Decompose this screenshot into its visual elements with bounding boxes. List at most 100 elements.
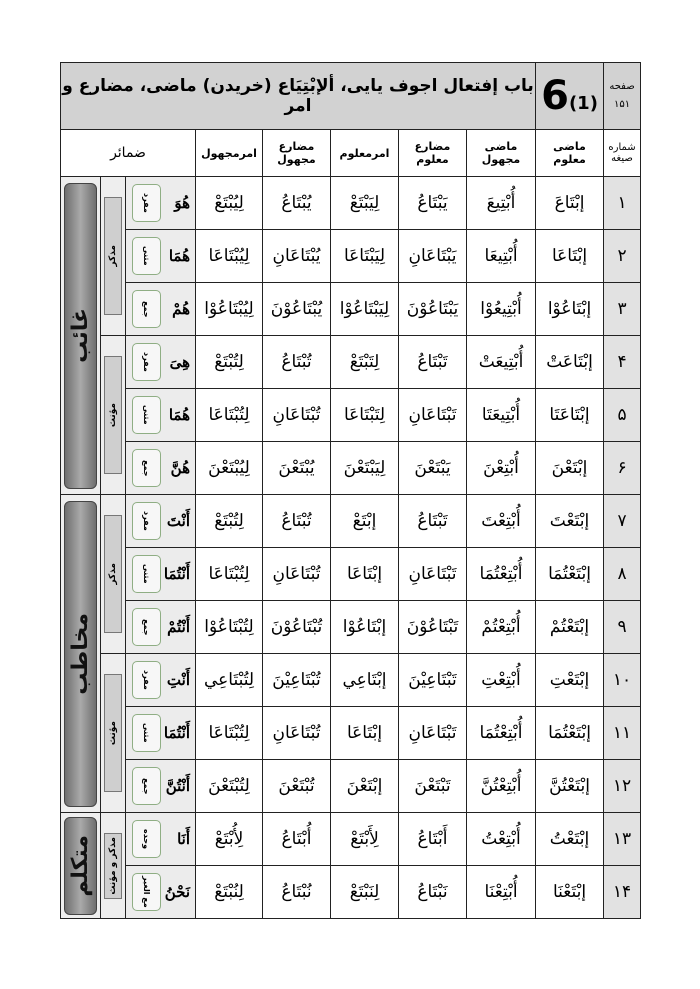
madi-maloom-form: إبْتَعْتُمْ xyxy=(535,600,605,654)
gender-group: مذکر xyxy=(100,494,126,654)
mudari-majhul-form: تُبْتَاعُ xyxy=(262,335,331,389)
person-group: متکلم xyxy=(60,812,101,919)
mudari-majhul-form: يُبْتَاعَانِ xyxy=(262,229,331,283)
count-badge: مفرد xyxy=(132,343,161,381)
madi-maloom-form: إبْتَاعَتْ xyxy=(535,335,605,389)
header-madi-maloom: ماضی معلوم xyxy=(535,129,605,177)
table-row: جمع هُنَّ لِيُبْتَعْنَ يُبْتَعْنَ لِيَبْتَعْ… xyxy=(61,441,642,495)
amr-maloom-form: لِيَبْتَاعُوْا xyxy=(330,282,399,336)
gender-label: مذکر و مؤنث xyxy=(108,836,118,895)
person-label: غائب xyxy=(68,308,93,363)
madi-majhul-form: أُبْتِعْتُمْ xyxy=(465,600,537,654)
pronoun: هِیَ xyxy=(169,353,190,371)
amr-maloom-form: إبْتَاعُوْا xyxy=(330,600,399,654)
mudari-maloom-form: تَبْتَاعَانِ xyxy=(398,547,467,601)
amr-majhul-form: لِأُبْتَعْ xyxy=(195,812,263,866)
amr-maloom-form: إبْتَاعِي xyxy=(330,653,399,707)
count-label: جمع xyxy=(142,300,151,318)
form-number: ۱۴ xyxy=(603,865,642,919)
amr-majhul-form: لِتُبْتَاعَا xyxy=(195,547,263,601)
amr-majhul-form: لِتُبْتَاعَا xyxy=(195,706,263,760)
count-label: جمع xyxy=(142,777,151,795)
pronoun-cell: مثنی هُمَا xyxy=(125,388,196,442)
form-number: ۱۲ xyxy=(603,759,642,813)
form-number: ۴ xyxy=(603,335,642,389)
madi-majhul-form: أُبْتِعْنَ xyxy=(465,441,537,495)
count-label: مفرد xyxy=(142,193,151,213)
gender-label-bar: مؤنث xyxy=(104,356,122,474)
count-badge: مفرد xyxy=(132,502,161,540)
header-madi-majhul: ماضی مجهول xyxy=(465,129,537,177)
form-number: ۶ xyxy=(603,441,642,495)
count-badge: جمع xyxy=(132,449,161,487)
mudari-majhul-form: نُبْتَاعُ xyxy=(262,865,331,919)
pronoun: أَنْتُمَا xyxy=(163,724,190,742)
amr-maloom-form: لِيَبْتَاعَا xyxy=(330,229,399,283)
pronoun: أَنْتُمَا xyxy=(163,565,190,583)
mudari-maloom-form: تَبْتَعْنَ xyxy=(398,759,467,813)
amr-majhul-form: لِيُبْتَعْ xyxy=(195,176,263,230)
madi-maloom-form: إبْتَاعَتَا xyxy=(535,388,605,442)
page-cell: صفحه ۱۵۱ xyxy=(603,62,642,130)
pronoun-cell: مفرد هِیَ xyxy=(125,335,196,389)
madi-maloom-form: إبْتَعْتُ xyxy=(535,812,605,866)
form-number: ۲ xyxy=(603,229,642,283)
table-row: مخاطب مذکر مفرد أَنْتَ لِتُبْتَعْ تُبْتَاعُ إب… xyxy=(60,494,642,813)
form-number: ۱ xyxy=(603,176,642,230)
madi-majhul-form: أُبْتِعْتَ xyxy=(465,494,537,548)
count-label: مثنی xyxy=(142,564,151,584)
gender-label: مذکر xyxy=(108,563,118,585)
pronoun-cell: مثنی أَنْتُمَا xyxy=(125,547,196,601)
gender-group: مذکر xyxy=(100,176,126,336)
madi-maloom-form: إبْتَعْتُمَا xyxy=(535,706,605,760)
mudari-maloom-form: تَبْتَاعُ xyxy=(398,335,467,389)
pronoun: أَنْتُمْ xyxy=(167,618,190,636)
form-number: ۱۱ xyxy=(603,706,642,760)
count-badge: جمع xyxy=(132,608,161,646)
mudari-majhul-form: تُبْتَاعُوْنَ xyxy=(262,600,331,654)
madi-majhul-form: أُبْتِعْتُنَّ xyxy=(465,759,537,813)
amr-maloom-form: لِأَبْتَعْ xyxy=(330,812,399,866)
pronoun-cell: مفرد أَنْتَ xyxy=(125,494,196,548)
mudari-maloom-form: تَبْتَاعُوْنَ xyxy=(398,600,467,654)
madi-majhul-form: أُبْتِعْتُمَا xyxy=(465,706,537,760)
amr-majhul-form: لِتُبْتَعْنَ xyxy=(195,759,263,813)
pronoun: أَنْتَ xyxy=(166,512,190,530)
count-badge: مثنی xyxy=(132,714,161,752)
pronoun-cell: جمع هُمْ xyxy=(125,282,196,336)
count-badge: مثنی xyxy=(132,237,161,275)
form-number: ۵ xyxy=(603,388,642,442)
header-amr-majhul: امرمجهول xyxy=(195,129,263,177)
table-row: مثنی أَنْتُمَا لِتُبْتَاعَا تُبْتَاعَانِ إبْ… xyxy=(61,706,642,760)
gender-label-bar: مذکر xyxy=(104,515,122,633)
mudari-maloom-form: تَبْتَاعِيْنَ xyxy=(398,653,467,707)
pronoun: هُمَا xyxy=(168,406,190,424)
table-row: غائب مذکر مفرد هُوَ لِيُبْتَعْ يُبْتَاعُ لِيَب… xyxy=(60,176,642,495)
mudari-majhul-form: يُبْتَاعُ xyxy=(262,176,331,230)
madi-maloom-form: إبْتَعْتُمَا xyxy=(535,547,605,601)
sub-number: (1) xyxy=(568,93,598,114)
mudari-maloom-form: تَبْتَاعَانِ xyxy=(398,388,467,442)
pronoun: هُوَ xyxy=(174,194,190,212)
pronoun: نَحْنُ xyxy=(164,883,190,901)
count-badge: مع الغیر xyxy=(132,873,161,911)
madi-majhul-form: أُبْتِيعَ xyxy=(465,176,537,230)
person-label-bar: مخاطب xyxy=(64,500,97,807)
amr-maloom-form: لِتَبْتَعْ xyxy=(330,335,399,389)
count-badge: جمع xyxy=(132,767,161,805)
mudari-majhul-form: تُبْتَاعُ xyxy=(262,494,331,548)
mudari-maloom-form: نَبْتَاعُ xyxy=(398,865,467,919)
madi-majhul-form: أُبْتِيعَتْ xyxy=(465,335,537,389)
pronoun-cell: وحده أَنَا xyxy=(125,812,196,866)
count-label: مع الغیر xyxy=(142,876,151,908)
table-row: مثنی هُمَا لِيُبْتَاعَا يُبْتَاعَانِ لِيَبْت… xyxy=(61,229,642,283)
mudari-majhul-form: تُبْتَاعَانِ xyxy=(262,706,331,760)
gender-group: مذکر و مؤنث xyxy=(100,812,126,919)
madi-majhul-form: أُبْتِيعَتَا xyxy=(465,388,537,442)
amr-majhul-form: لِيُبْتَاعَا xyxy=(195,229,263,283)
madi-maloom-form: إبْتَاعَا xyxy=(535,229,605,283)
table-row: جمع هُمْ لِيُبْتَاعُوْا يُبْتَاعُوْنَ لِيَبْ… xyxy=(61,282,642,336)
table-row: متکلم مذکر و مؤنث وحده أَنَا لِأُبْتَعْ أُبْت… xyxy=(60,812,642,919)
amr-majhul-form: لِتُبْتَاعِي xyxy=(195,653,263,707)
count-label: جمع xyxy=(142,459,151,477)
